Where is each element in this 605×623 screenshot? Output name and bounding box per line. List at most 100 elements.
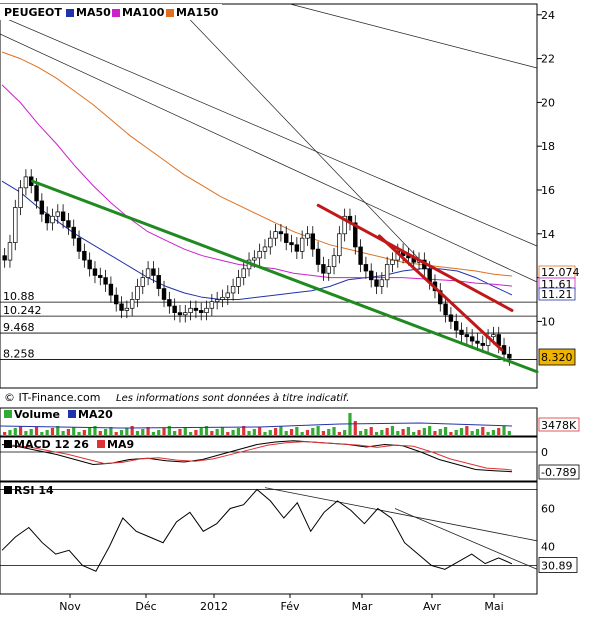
macd-value: -0.789 xyxy=(541,466,576,479)
copyright-notice: © IT-Finance.com xyxy=(4,391,101,404)
rsi-trendline xyxy=(264,487,538,542)
disclaimer-notice: Les informations sont données à titre in… xyxy=(116,392,349,404)
volume-bar xyxy=(449,432,453,435)
volume-bar xyxy=(438,429,442,435)
candle-body xyxy=(289,242,294,246)
time-axis: Nov Déc 2012 Fév Mar Avr Mai xyxy=(59,594,504,613)
rsi-tick-label: 40 xyxy=(541,541,555,554)
volume-bar xyxy=(18,426,23,435)
volume-bar xyxy=(215,429,219,435)
volume-bar xyxy=(119,430,124,435)
volume-bar xyxy=(220,427,225,435)
volume-bar xyxy=(475,429,480,435)
candle-body xyxy=(145,268,151,278)
volume-bar xyxy=(289,429,294,435)
ma-price-value: 12.074 xyxy=(541,266,580,279)
candle-body xyxy=(172,305,177,313)
volume-bar xyxy=(29,429,33,435)
volume-bar xyxy=(40,432,44,435)
candle-body xyxy=(252,257,257,261)
legend-label: MA150 xyxy=(176,6,219,19)
candle-body xyxy=(55,211,60,217)
symbol-label: PEUGEOT xyxy=(4,6,62,19)
volume-bar xyxy=(13,428,17,435)
volume-bar xyxy=(24,431,28,435)
volume-bar xyxy=(502,426,506,435)
last-price-tag xyxy=(538,348,576,366)
thin-trendlines xyxy=(0,3,538,283)
volume-bar xyxy=(151,432,156,435)
candle-body xyxy=(331,255,337,267)
candle-body xyxy=(369,270,374,281)
candle-body xyxy=(108,283,114,296)
candle-body xyxy=(50,215,55,224)
candle-body xyxy=(167,299,172,307)
candle-body xyxy=(305,233,310,239)
volume-bar xyxy=(470,431,474,435)
candle-body xyxy=(480,342,485,346)
volume-bar xyxy=(242,426,246,435)
long-term-trendline xyxy=(174,3,421,261)
candle-body xyxy=(236,277,241,287)
candle-body xyxy=(124,307,130,311)
candle-body xyxy=(209,301,215,309)
candle-body xyxy=(507,353,512,359)
price-tick-label: 10 xyxy=(541,315,555,328)
volume-bar xyxy=(507,431,511,435)
candle-body xyxy=(60,211,66,222)
candle-body xyxy=(257,250,262,259)
time-tick-label: Fév xyxy=(280,600,299,613)
bold-trendline xyxy=(377,234,504,352)
volume-bar xyxy=(258,427,262,435)
volume-bar xyxy=(321,431,326,435)
volume-bar xyxy=(454,430,458,435)
volume-bar xyxy=(374,432,379,435)
support-lines xyxy=(0,301,537,360)
candle-body xyxy=(310,233,315,250)
price-tick-label: 20 xyxy=(541,96,555,109)
volume-bar xyxy=(380,430,384,435)
volume-bar xyxy=(183,427,187,435)
volume-bar xyxy=(459,428,464,435)
candle-body xyxy=(140,277,145,287)
support-level-label: 10.242 xyxy=(3,304,42,317)
macd-line xyxy=(1,440,513,473)
volume-bar xyxy=(8,430,12,435)
candle-body xyxy=(459,329,464,335)
rsi-line xyxy=(1,488,513,572)
macd-legend-swatch xyxy=(4,440,12,448)
volume-bar xyxy=(3,432,7,435)
candle-body xyxy=(18,187,23,208)
macd-tick-label: 0 xyxy=(541,446,548,459)
volume-bar xyxy=(412,432,416,435)
long-term-trendline xyxy=(0,33,538,283)
volume-legend-label: Volume xyxy=(14,408,60,421)
candle-body xyxy=(183,312,188,316)
legend-swatch xyxy=(112,9,120,17)
support-level-label: 8.258 xyxy=(3,348,35,361)
bold-trendline xyxy=(316,203,514,312)
volume-legend-label: MA20 xyxy=(78,408,113,421)
candle-body xyxy=(119,303,124,311)
time-tick-label: Déc xyxy=(135,600,156,613)
volume-bar xyxy=(50,428,55,435)
volume-bar xyxy=(305,430,310,435)
volume-bar xyxy=(82,430,86,435)
candle-body xyxy=(363,264,369,272)
candle-body xyxy=(34,185,39,202)
candle-body xyxy=(156,275,161,289)
volume-bar xyxy=(443,427,448,435)
candle-body xyxy=(448,314,454,322)
candle-body xyxy=(342,215,347,235)
volume-bar xyxy=(173,431,177,435)
rsi-legend-swatch xyxy=(4,486,12,494)
support-level-label: 10.88 xyxy=(3,290,35,303)
volume-bar xyxy=(109,427,113,435)
candle-body xyxy=(443,303,448,316)
candle-body xyxy=(76,237,82,252)
volume-bar xyxy=(343,430,347,435)
ma-price-tag xyxy=(538,287,576,301)
candle-body xyxy=(7,242,13,261)
candle-body xyxy=(177,312,183,316)
candle-body xyxy=(299,237,305,252)
